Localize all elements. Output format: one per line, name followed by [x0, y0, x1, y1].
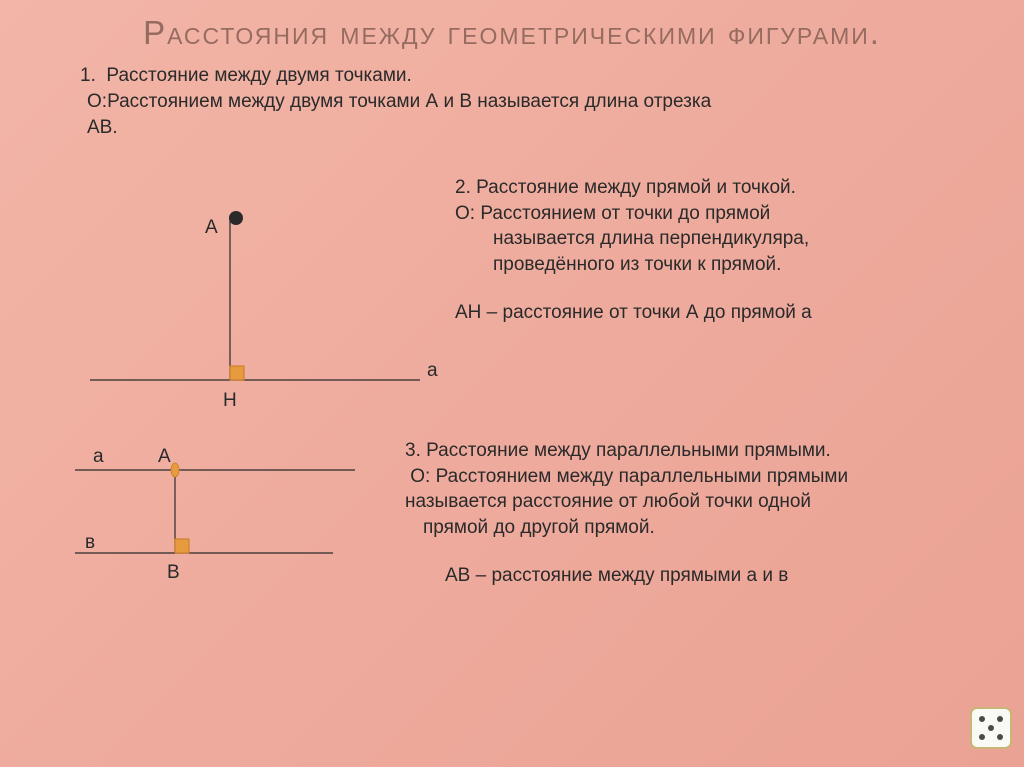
- def3-l3: прямой до другой прямой.: [423, 517, 655, 538]
- def1-body-l2: АВ.: [87, 117, 118, 138]
- dice-icon[interactable]: [970, 707, 1012, 749]
- label-A2: А: [158, 446, 171, 467]
- def1-heading: Расстояние между двумя точками.: [106, 65, 411, 86]
- def1-number: 1.: [80, 65, 96, 86]
- label-A: А: [205, 217, 218, 238]
- diagram-parallel-lines: а А в В: [55, 438, 405, 593]
- def3-conclusion: АВ – расстояние между прямыми а и в: [445, 565, 788, 586]
- def2-number: 2.: [455, 177, 471, 198]
- section-2: А Н а 2. Расстояние между прямой и точко…: [55, 170, 969, 430]
- def2-prefix: О:: [455, 203, 475, 224]
- def3-heading: Расстояние между параллельными прямыми.: [426, 440, 831, 461]
- def3-prefix: О:: [410, 466, 430, 487]
- def2-conclusion: АН – расстояние от точки А до прямой а: [455, 302, 812, 323]
- definition-1: 1. Расстояние между двумя точками. О:Рас…: [55, 63, 969, 140]
- label-a2: а: [93, 446, 104, 467]
- content-area: 1. Расстояние между двумя точками. О:Рас…: [0, 53, 1024, 593]
- label-H: Н: [223, 390, 237, 411]
- section-3: а А в В 3. Расстояние между параллельным…: [55, 438, 969, 593]
- def1-prefix: О:: [87, 91, 107, 112]
- def2-heading: Расстояние между прямой и точкой.: [476, 177, 796, 198]
- definition-2: 2. Расстояние между прямой и точкой. О: …: [455, 170, 969, 430]
- def3-l2: называется расстояние от любой точки одн…: [405, 491, 811, 512]
- def2-l1: Расстоянием от точки до прямой: [480, 203, 770, 224]
- definition-3: 3. Расстояние между параллельными прямым…: [405, 438, 969, 593]
- def2-l3: проведённого из точки к прямой.: [493, 254, 781, 275]
- def3-l1: Расстоянием между параллельными прямыми: [436, 466, 848, 487]
- def2-l2: называется длина перпендикуляра,: [493, 228, 809, 249]
- label-v: в: [85, 532, 95, 553]
- slide-title: Расстояния между геометрическими фигурам…: [0, 0, 1024, 53]
- diagram-point-line: А Н а: [55, 170, 455, 430]
- label-a: а: [427, 360, 438, 381]
- def1-body-l1: Расстоянием между двумя точками А и В на…: [107, 91, 711, 112]
- def3-number: 3.: [405, 440, 421, 461]
- label-B: В: [167, 562, 180, 583]
